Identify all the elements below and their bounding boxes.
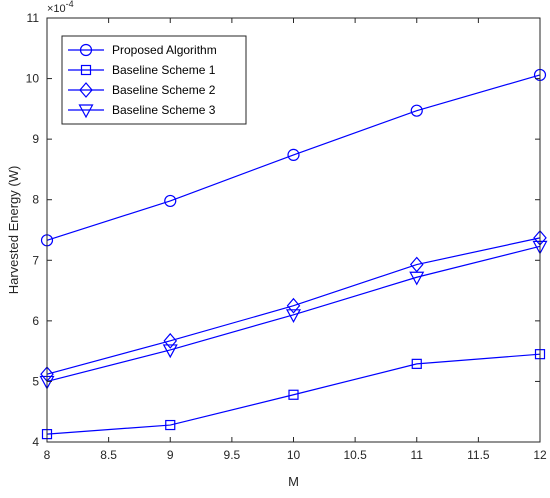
x-tick-label: 8.5 <box>100 448 117 462</box>
series-line <box>46 245 541 383</box>
x-tick-label: 10 <box>287 448 301 462</box>
y-tick-label: 4 <box>32 435 39 449</box>
x-tick-label: 11 <box>411 448 424 462</box>
legend-box <box>61 35 247 125</box>
x-tick-label: 12 <box>533 448 547 462</box>
exponent-power: -4 <box>66 0 74 9</box>
x-tick-label: 9.5 <box>224 448 241 462</box>
series-line <box>46 353 541 435</box>
x-tick-label: 11.5 <box>467 448 490 462</box>
legend-marker <box>79 82 93 98</box>
data-point <box>162 344 178 359</box>
y-axis-exponent: ×10-4 <box>47 0 74 15</box>
x-tick-label: 8 <box>44 448 51 462</box>
legend-marker <box>79 43 93 57</box>
series-group <box>40 229 547 383</box>
legend-label: Proposed Algorithm <box>112 43 217 57</box>
y-tick-label: 8 <box>32 193 39 207</box>
legend-item: Baseline Scheme 1 <box>68 63 216 77</box>
data-point <box>164 194 177 208</box>
legend-item: Baseline Scheme 2 <box>68 82 216 98</box>
legend-label: Baseline Scheme 1 <box>112 63 216 77</box>
data-point <box>409 271 425 286</box>
data-point <box>285 309 302 324</box>
ticks-layer: 8 8.5 9 9.5 10 10.5 11 11.5 12 4 5 6 7 8 9 10 11 <box>26 11 547 462</box>
legend-item: Proposed Algorithm <box>68 43 217 57</box>
legend-label: Baseline Scheme 2 <box>112 83 216 97</box>
x-axis-label: M <box>288 474 299 489</box>
legend-marker <box>80 64 92 76</box>
y-tick-label: 7 <box>32 253 39 267</box>
data-point <box>288 389 299 400</box>
y-tick-label: 9 <box>32 132 39 146</box>
legend-item: Baseline Scheme 3 <box>68 103 216 119</box>
data-point <box>165 419 176 431</box>
series-line <box>46 74 541 241</box>
exponent-base: ×10 <box>47 3 66 15</box>
y-tick-label: 5 <box>32 374 39 388</box>
data-point <box>287 148 300 161</box>
legend-label: Baseline Scheme 3 <box>112 103 216 117</box>
y-tick-label: 11 <box>27 11 40 25</box>
legend: Proposed Algorithm Baseline Scheme 1 Basel… <box>61 35 247 125</box>
x-tick-label: 9 <box>167 448 174 462</box>
series-line <box>46 237 541 375</box>
data-point <box>410 104 423 117</box>
data-point <box>409 256 424 273</box>
data-point <box>286 297 301 314</box>
y-axis-label: Harvested Energy (W) <box>6 166 21 295</box>
legend-marker <box>78 104 94 119</box>
y-tick-label: 10 <box>26 72 40 86</box>
x-tick-label: 10.5 <box>343 448 367 462</box>
data-point <box>411 358 422 369</box>
y-tick-label: 6 <box>32 314 39 328</box>
data-point <box>163 332 178 349</box>
